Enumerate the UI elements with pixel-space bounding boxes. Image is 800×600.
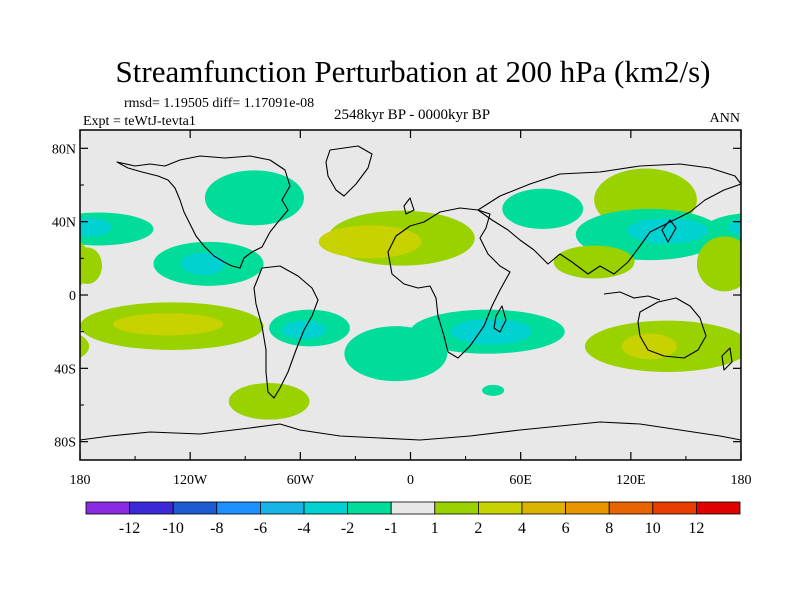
anomaly-north-america-negative [204, 170, 305, 226]
coastline-layer [80, 145, 741, 441]
x-tick-label: 180 [731, 473, 752, 488]
colorbar-swatch [565, 501, 610, 515]
colorbar: -12 -10 -8 -6 -4 -2 -1 1 2 4 6 8 10 12 [85, 501, 741, 537]
y-tick-label: 0 [69, 289, 76, 304]
longitude-axis: 180 120W 60W 0 60E 120E 180 [70, 130, 752, 488]
y-tick-label: 80S [54, 436, 76, 451]
anomaly-southeast-asia-positive [553, 245, 635, 279]
colorbar-swatch [303, 501, 348, 515]
experiment-label: Expt = teWtJ-tevta1 [83, 114, 196, 129]
anomaly-north-atlantic-core [318, 225, 422, 259]
colorbar-label: 4 [518, 520, 526, 537]
colorbar-label: -10 [163, 520, 184, 537]
x-tick-label: 0 [407, 473, 414, 488]
y-tick-label: 40N [52, 216, 76, 231]
coastline-japan [661, 219, 677, 243]
colorbar-swatch [390, 501, 436, 515]
colorbar-label: 2 [474, 520, 482, 537]
x-tick-label: 120E [616, 473, 646, 488]
colorbar-label: -2 [341, 520, 354, 537]
colorbar-swatch [652, 501, 697, 515]
colorbar-swatch [172, 501, 218, 515]
coastline-south-america [253, 265, 319, 399]
x-tick-label: 60W [287, 473, 315, 488]
colorbar-swatch [521, 501, 566, 515]
colorbar-swatch [347, 501, 392, 515]
anomaly-australia-core [621, 333, 677, 360]
colorbar-swatch [85, 501, 130, 515]
stats-label: rmsd= 1.19505 diff= 1.17091e-08 [124, 96, 314, 111]
colorbar-label: -4 [297, 520, 310, 537]
coastline-europe-africa [387, 207, 511, 359]
colorbar-label: -6 [254, 520, 267, 537]
period-label: 2548kyr BP - 0000kyr BP [334, 107, 490, 123]
anomaly-north-pacific-west-positive [696, 236, 741, 292]
anomaly-indian-ocean-core [450, 318, 532, 345]
colorbar-label: -1 [385, 520, 398, 537]
colorbar-swatch [216, 501, 261, 515]
coastline-australia [637, 297, 707, 359]
anomaly-dateline-north-positive-wrap [733, 249, 741, 282]
colorbar-label: -8 [210, 520, 223, 537]
colorbar-swatch [608, 501, 654, 515]
anomaly-central-american-core [180, 252, 226, 275]
colorbar-label: 6 [562, 520, 570, 537]
colorbar-label: 12 [688, 520, 704, 537]
anomaly-patagonia-positive [228, 383, 310, 420]
colorbar-label: -12 [119, 520, 140, 537]
x-tick-label: 120W [173, 473, 208, 488]
coastline-antarctica [80, 421, 741, 441]
x-tick-label: 60E [509, 473, 532, 488]
anomaly-south-pacific-positive-wrap [741, 302, 800, 350]
season-label: ANN [710, 111, 740, 126]
x-tick-label: 180 [70, 473, 91, 488]
anomaly-south-indian-small-negative [482, 384, 505, 396]
colorbar-label: 10 [645, 520, 661, 537]
colorbar-swatch [259, 501, 305, 515]
coastline-madagascar [493, 305, 507, 333]
figure-title: Streamfunction Perturbation at 200 hPa (… [116, 54, 711, 89]
anomaly-dateline-north-positive [80, 247, 103, 284]
anomaly-north-pacific-east-core [80, 218, 112, 237]
coastline-british-isles [403, 197, 415, 215]
latitude-axis: 80N 40N 0 40S 80S [52, 142, 741, 451]
colorbar-swatch [477, 501, 523, 515]
colorbar-label: 1 [431, 520, 439, 537]
coastline-new-zealand [721, 347, 733, 371]
coastline-indonesia [603, 291, 661, 301]
anomaly-central-asia-negative [502, 188, 584, 229]
anomaly-south-pacific-core [113, 313, 224, 336]
y-tick-label: 40S [54, 362, 76, 377]
map-panel: 180 120W 60W 0 60E 120E 180 80N 40N 0 40S 80S [52, 129, 800, 488]
colorbar-swatch [696, 501, 741, 515]
coastline-north-america [116, 155, 291, 269]
anomaly-west-pacific-core [627, 218, 708, 244]
colorbar-label: 8 [605, 520, 613, 537]
coastline-greenland [325, 145, 373, 197]
colorbar-swatch [434, 501, 479, 515]
colorbar-swatch [129, 501, 174, 515]
anomaly-north-pacific-east-core-wrap [728, 218, 741, 236]
anomaly-field-layer [80, 168, 800, 420]
y-tick-label: 80N [52, 142, 76, 157]
coastline-asia [477, 163, 741, 275]
anomaly-australia-positive-wrap [80, 334, 90, 359]
